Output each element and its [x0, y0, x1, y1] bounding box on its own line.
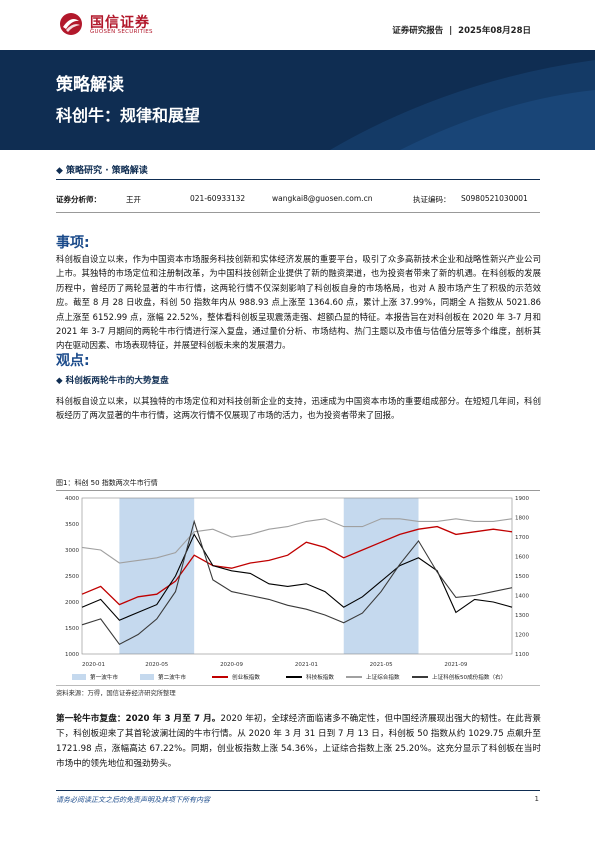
views-body: 科创板自设立以来，以其独特的市场定位和对科技创新企业的支持，迅速成为中国资本市场…: [56, 396, 541, 421]
x-tick-label: 2020-01: [82, 662, 105, 668]
report-date: 2025年08月28日: [458, 26, 531, 36]
x-tick-label: 2021-09: [444, 662, 467, 668]
logo-icon: [60, 13, 82, 35]
section-title-matters: 事项:: [56, 235, 90, 251]
brand-name-en: GUOSEN SECURITIES: [90, 29, 153, 35]
series-line-1: [81, 525, 513, 606]
legend-item-chinext: 创业板指数: [212, 673, 260, 681]
footer-divider: [56, 790, 540, 791]
footer-disclaimer: 请务必阅读正文之后的免责声明及其项下所有内容: [56, 796, 210, 804]
category-label: ◆ 策略研究 · 策略解读: [56, 166, 148, 176]
matters-body: 科创板自设立以来，作为中国资本市场服务科技创新和实体经济发展的重要平台，吸引了众…: [56, 254, 541, 351]
header-divider: |: [446, 26, 459, 36]
cert-label: 执证编码：: [413, 195, 451, 204]
y-right-tick-label: 1100: [515, 652, 529, 658]
bull1-lead: 第一轮牛市复盘：2020 年 3 月至 7 月。: [56, 714, 221, 724]
y-left-tick-label: 3000: [65, 548, 79, 554]
views-subheading: ◆ 科创板两轮牛市的大势复盘: [56, 376, 169, 386]
analyst-name: 王开: [126, 195, 141, 204]
y-left-tick-label: 3500: [65, 522, 79, 528]
divider: [56, 212, 540, 213]
divider: [56, 490, 540, 491]
page-number: 1: [534, 795, 539, 803]
y-right-tick-label: 1600: [515, 555, 529, 561]
legend-item-star50: 上证科创板50成份指数（右）: [412, 673, 506, 681]
y-left-tick-label: 4000: [65, 496, 79, 502]
report-type: 证券研究报告: [392, 26, 444, 36]
header-meta: 证券研究报告 | 2025年08月28日: [392, 24, 531, 36]
y-right-tick-label: 1900: [515, 496, 529, 502]
banner-decoration: [330, 60, 595, 150]
section-title-views: 观点:: [56, 353, 90, 369]
bull-period-band-2: [343, 498, 419, 654]
figure-caption: 图1：科创 50 指数两次牛市行情: [56, 479, 158, 487]
analyst-email[interactable]: wangkai8@guosen.com.cn: [272, 194, 373, 203]
x-tick-label: 2020-09: [220, 662, 243, 668]
analyst-role: 证券分析师：: [56, 195, 101, 204]
series-line-2: [81, 533, 513, 621]
plot-frame: [81, 497, 513, 655]
banner-title: 策略解读: [56, 75, 124, 95]
legend-item-bull2: 第二波牛市: [140, 673, 186, 681]
legend-item-tech: 科技板指数: [286, 673, 334, 681]
x-tick-label: 2021-05: [370, 662, 393, 668]
x-tick-label: 2020-05: [145, 662, 168, 668]
bull1-paragraph: 第一轮牛市复盘：2020 年 3 月至 7 月。2020 年初，全球经济面临诸多…: [56, 712, 541, 772]
y-left-tick-label: 2500: [65, 574, 79, 580]
x-tick-label: 2021-01: [295, 662, 318, 668]
y-right-tick-label: 1200: [515, 633, 529, 639]
title-banner: [0, 50, 595, 150]
y-right-tick-label: 1500: [515, 574, 529, 580]
y-left-tick-label: 2000: [65, 600, 79, 606]
brand-name: 国信证券: [90, 15, 150, 31]
divider: [56, 179, 540, 180]
y-right-tick-label: 1300: [515, 613, 529, 619]
legend-item-sse: 上证综合指数: [346, 673, 400, 681]
legend-item-bull1: 第一波牛市: [72, 673, 118, 681]
y-right-tick-label: 1700: [515, 535, 529, 541]
divider: [56, 685, 540, 686]
analyst-phone: 021-60933132: [190, 194, 246, 203]
bull1-body: 2020 年初，全球经济面临诸多不确定性，但中国经济展现出强大的韧性。在此背景下…: [56, 714, 541, 769]
y-right-tick-label: 1800: [515, 516, 529, 522]
y-left-tick-label: 1000: [65, 652, 79, 658]
y-right-tick-label: 1400: [515, 594, 529, 600]
banner-subtitle: 科创牛：规律和展望: [56, 106, 201, 125]
series-line-3: [81, 518, 513, 564]
line-chart: 1000 1500 2000 2500 3000 3500 4000 1100 1200 1300…: [65, 496, 529, 668]
bull-period-band-1: [119, 498, 195, 654]
cert-number: S0980521030001: [461, 194, 528, 203]
y-left-tick-label: 1500: [65, 626, 79, 632]
figure-source: 资料来源：万得，国信证券经济研究所整理: [56, 690, 176, 697]
series-line-4: [81, 519, 513, 646]
